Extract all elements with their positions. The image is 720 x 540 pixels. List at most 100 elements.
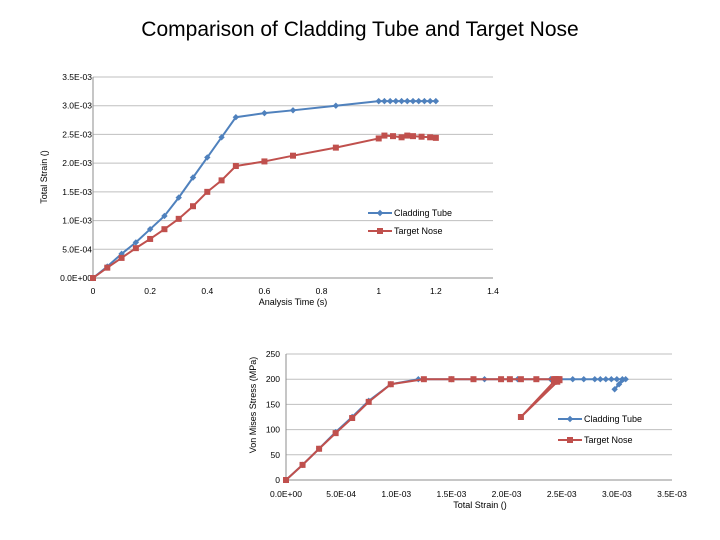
- chart1-x-tick-label: 1.2: [430, 286, 442, 296]
- chart1-series-1-point: [175, 194, 182, 201]
- chart1-series-2-point: [332, 144, 339, 151]
- chart1-series-2-point: [190, 203, 196, 210]
- chart2-x-tick-label: 2.0E-03: [492, 489, 522, 499]
- chart2-series-2-point: [498, 376, 505, 383]
- chart1-legend-label-1: Cladding Tube: [394, 208, 452, 218]
- chart1-x-tick-label: 0.2: [144, 286, 156, 296]
- chart1-series-2-point: [418, 133, 425, 140]
- chart2-y-axis-label: Von Mises Stress (MPa): [248, 357, 258, 454]
- chart1-series-1-point: [218, 134, 225, 141]
- chart2-series-2-point: [517, 414, 524, 420]
- chart1-y-axis-label: Total Strain (): [39, 150, 49, 204]
- chart1-series-2-point: [232, 163, 239, 170]
- chart1-y-tick-label: 2.5E-03: [62, 129, 92, 139]
- chart2-x-tick-label: 0.0E+00: [270, 489, 302, 499]
- chart1-series-2-point: [147, 235, 154, 242]
- chart1-x-tick-label: 0.8: [316, 286, 328, 296]
- chart2-series-2-point: [517, 376, 524, 383]
- chart2-x-tick-label: 3.0E-03: [602, 489, 632, 499]
- chart2-series-2-point: [448, 376, 455, 383]
- chart2-series-2-point: [387, 381, 394, 388]
- chart2-series-1-point: [613, 376, 621, 383]
- chart1-series-1-point: [375, 97, 382, 105]
- chart2-x-tick-label: 3.5E-03: [657, 489, 687, 499]
- chart1-series-1-point: [132, 239, 140, 246]
- chart2-legend-marker-1: [566, 415, 574, 423]
- chart2-legend-marker-2: [567, 437, 573, 443]
- chart2-legend-label-2: Target Nose: [584, 435, 633, 445]
- chart1-legend-marker-1: [376, 209, 384, 217]
- chart1-series-1-point: [404, 97, 411, 105]
- chart1-series-2-point: [427, 134, 434, 141]
- chart1-series-2-point: [104, 264, 111, 271]
- chart1-y-tick-label: 0.0E+00: [60, 273, 92, 283]
- chart2-series-2-point: [554, 378, 561, 385]
- chart2-x-tick-label: 1.5E-03: [437, 489, 467, 499]
- chart1-y-tick-label: 3.0E-03: [62, 101, 92, 111]
- page-title: Comparison of Cladding Tube and Target N…: [141, 18, 579, 41]
- chart2-series-1-point: [597, 376, 604, 383]
- chart1-series-1-point: [232, 114, 240, 121]
- chart1-series-1-point: [415, 97, 422, 105]
- chart1-y-tick-label: 5.0E-04: [62, 244, 92, 254]
- chart1-series-2-point: [432, 134, 439, 141]
- chart1-legend-label-2: Target Nose: [394, 226, 443, 236]
- chart2-series-2-point: [550, 378, 557, 385]
- chart2-series-2-point: [299, 461, 306, 468]
- chart1-series-1-point: [432, 97, 440, 105]
- chart1-y-tick-label: 3.5E-03: [62, 72, 92, 82]
- chart1-series-2-point: [175, 215, 182, 222]
- chart2-x-axis-label: Total Strain (): [453, 500, 507, 510]
- chart1-series-2-point: [132, 245, 139, 252]
- chart1-x-tick-label: 0.6: [259, 286, 271, 296]
- chart2-legend-label-1: Cladding Tube: [584, 414, 642, 424]
- chart1-series-2-point: [261, 158, 268, 165]
- chart1-series-2-point: [118, 254, 125, 261]
- chart1-series-1-point: [161, 212, 168, 220]
- chart2-x-tick-label: 2.5E-03: [547, 489, 577, 499]
- chart2-series-2-point: [470, 376, 477, 383]
- chart2-series-2-point: [283, 477, 289, 483]
- chart1-series-2-point: [381, 132, 388, 139]
- chart1-series-1-point: [421, 97, 428, 105]
- chart1-y-tick-label: 1.0E-03: [62, 216, 92, 226]
- chart1-y-tick-label: 1.5E-03: [62, 187, 92, 197]
- chart1-series-2-point: [218, 177, 225, 184]
- chart2-series-2-point: [332, 430, 339, 437]
- chart1-x-tick-label: 0.4: [201, 286, 213, 296]
- chart2-x-tick-label: 5.0E-04: [326, 489, 356, 499]
- chart2-x-tick-label: 1.0E-03: [381, 489, 411, 499]
- chart1-x-axis-label: Analysis Time (s): [259, 297, 328, 307]
- chart2-series-2-point: [316, 445, 323, 452]
- chart2-series-2-point: [349, 415, 356, 422]
- chart1-series-2-point: [161, 226, 168, 233]
- chart1-series-2-point: [290, 152, 296, 159]
- chart2-series-1-point: [569, 376, 576, 383]
- chart1-series-2-point: [410, 133, 416, 140]
- chart1-x-tick-label: 1: [376, 286, 381, 296]
- chart2-y-tick-label: 50: [271, 450, 281, 460]
- chart1-series-2-point: [390, 133, 396, 140]
- chart2-series-1-point: [602, 376, 610, 383]
- chart2-series-2-point: [506, 376, 513, 383]
- chart2-y-tick-label: 200: [266, 374, 280, 384]
- chart1-series-1-point: [398, 97, 405, 105]
- chart1-series-2-point: [375, 135, 382, 142]
- chart1-series-1-point: [189, 174, 197, 181]
- chart1-series-2-line: [92, 134, 436, 279]
- chart1-series-1-point: [332, 102, 340, 109]
- chart2-y-tick-label: 100: [266, 425, 280, 435]
- chart2-series-1-point: [580, 376, 587, 383]
- chart2-y-tick-label: 150: [266, 399, 280, 409]
- chart1-series-1-point: [289, 107, 297, 114]
- chart2-y-tick-label: 250: [266, 349, 280, 359]
- chart1-legend-marker-2: [377, 228, 383, 234]
- chart1-x-tick-label: 1.4: [487, 286, 499, 296]
- chart1-y-tick-label: 2.0E-03: [62, 158, 92, 168]
- chart2-series-1-point: [608, 376, 615, 383]
- chart1-x-tick-label: 0: [91, 286, 96, 296]
- chart2-series-1-point: [591, 376, 598, 383]
- chart2-series-1-point: [615, 381, 623, 388]
- chart1-series-1-point: [409, 97, 417, 105]
